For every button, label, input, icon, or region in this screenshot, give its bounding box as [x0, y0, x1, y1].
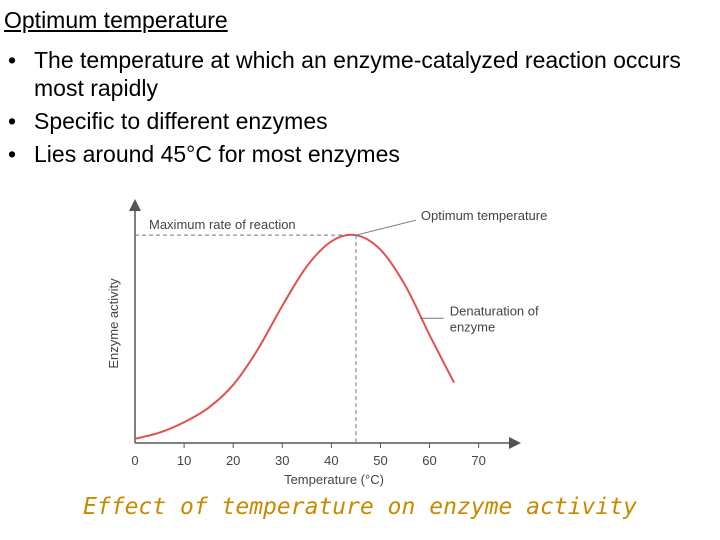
x-axis-label: Temperature (°C)	[284, 472, 384, 487]
max-rate-annotation: Maximum rate of reaction	[149, 217, 296, 232]
bullet-item: Specific to different enzymes	[8, 107, 708, 135]
chart-caption: Effect of temperature on enzyme activity	[83, 494, 637, 520]
slide-heading: Optimum temperature	[4, 7, 228, 33]
bullet-item: Lies around 45°C for most enzymes	[8, 140, 708, 168]
enzyme-activity-chart: 0 10 20 30 40 50 60 70 Temperature (°C) Enzyme ac…	[106, 199, 547, 487]
x-tick-label: 50	[373, 453, 387, 468]
bullet-item: The temperature at which an enzyme-catal…	[8, 46, 708, 102]
denaturation-annotation-line1: Denaturation of	[450, 303, 539, 318]
activity-curve	[134, 233, 455, 440]
optimum-leader-line	[355, 219, 417, 236]
x-tick-label: 70	[471, 453, 485, 468]
optimum-annotation: Optimum temperature	[421, 208, 547, 223]
x-tick-label: 10	[177, 453, 191, 468]
x-tick-label: 40	[324, 453, 338, 468]
x-tick-label: 0	[131, 453, 138, 468]
y-axis-label: Enzyme activity	[106, 278, 121, 369]
x-tick-label: 60	[422, 453, 436, 468]
denaturation-annotation-line2: enzyme	[450, 319, 496, 334]
x-tick-label: 30	[275, 453, 289, 468]
x-tick-label: 20	[226, 453, 240, 468]
bullet-list: The temperature at which an enzyme-catal…	[8, 46, 708, 173]
